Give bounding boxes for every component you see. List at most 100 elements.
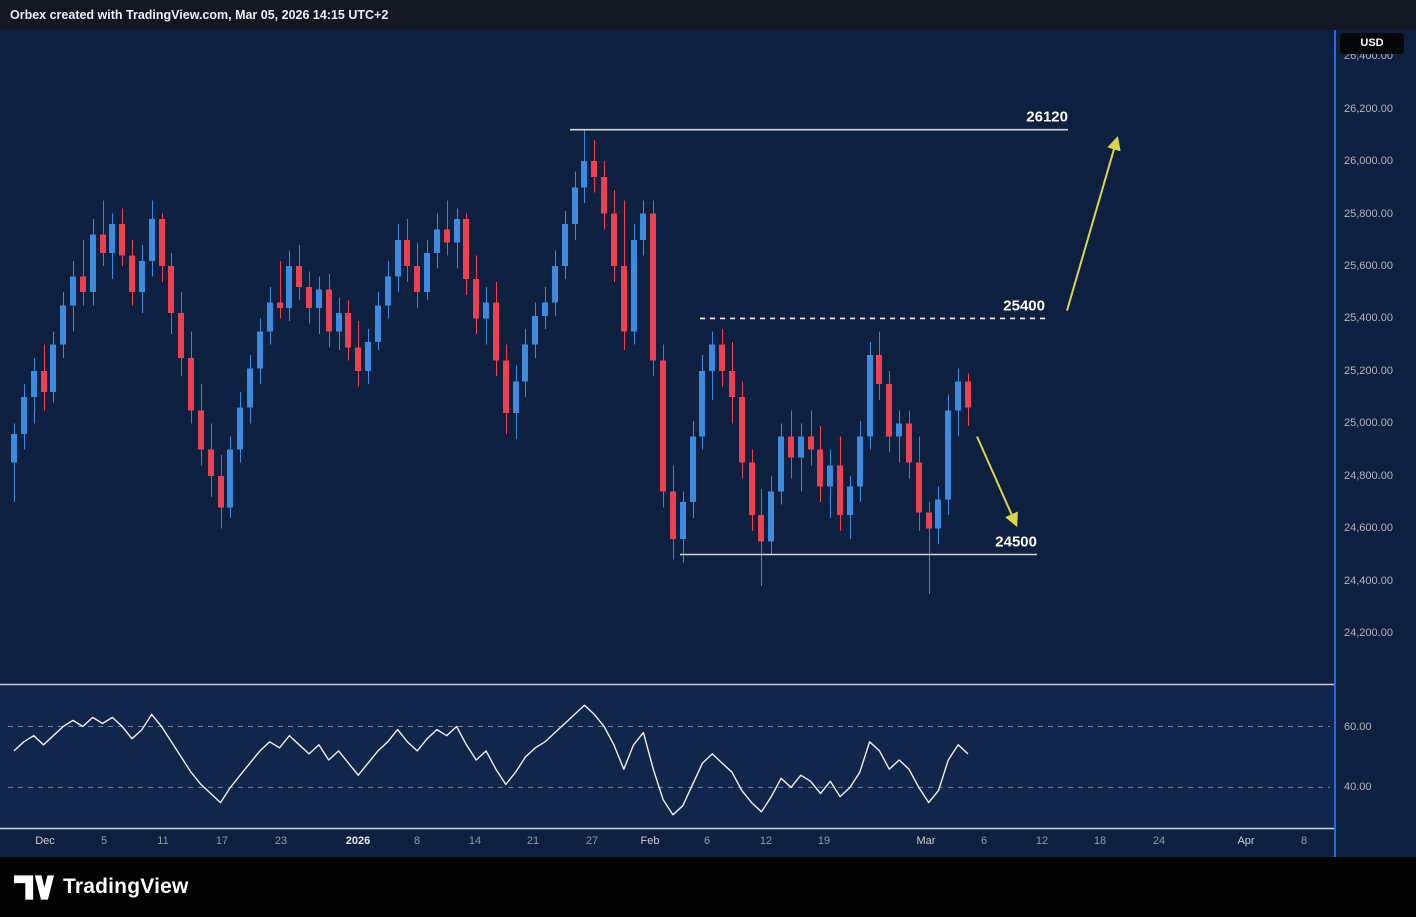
candle	[21, 384, 27, 450]
candle	[168, 252, 174, 335]
footer-bar: TradingView	[0, 857, 1416, 917]
candle	[188, 331, 194, 424]
candle	[198, 384, 204, 466]
time-axis-label: Feb	[640, 835, 660, 847]
level-label: 26120	[1026, 109, 1068, 126]
time-axis-label: 21	[526, 835, 540, 847]
candle	[296, 245, 302, 301]
time-axis-label: 8	[1300, 835, 1308, 847]
candle	[404, 218, 410, 282]
candle	[906, 410, 912, 479]
price-axis[interactable]: USD 26,400.00 26,200.00 26,000.00 25,800.00…	[1336, 0, 1416, 857]
candle	[729, 342, 735, 424]
time-axis-label: 6	[703, 835, 711, 847]
level-26120: 26120	[570, 109, 1068, 131]
price-tick-label: 24,600.00	[1344, 522, 1393, 535]
candle	[798, 423, 804, 492]
time-axis-label: 2026	[345, 835, 371, 847]
candle	[719, 328, 725, 387]
candle	[385, 260, 391, 319]
candle	[778, 423, 784, 505]
price-tick-label: 25,200.00	[1344, 364, 1393, 377]
candle	[621, 200, 627, 350]
candle	[267, 287, 273, 345]
candle	[119, 208, 125, 267]
candle	[739, 381, 745, 479]
candle	[139, 245, 145, 314]
candle	[227, 436, 233, 518]
time-axis-label: 6	[980, 835, 988, 847]
candle	[129, 239, 135, 306]
candle	[365, 328, 371, 385]
candle	[493, 281, 499, 377]
candle	[100, 200, 106, 267]
candle	[424, 239, 430, 301]
candle	[808, 410, 814, 466]
time-axis-label: 17	[215, 835, 229, 847]
candle	[70, 260, 76, 332]
candle	[690, 420, 696, 518]
candle	[316, 276, 322, 335]
candle	[817, 425, 823, 503]
candle	[178, 292, 184, 377]
chart-svg: 26120 25400 24500	[0, 109, 1334, 831]
rsi-pane	[0, 686, 1334, 831]
candle	[788, 410, 794, 479]
time-axis-label: 5	[100, 835, 108, 847]
time-axis-label: 24	[1152, 835, 1166, 847]
candle	[945, 394, 951, 516]
candle	[542, 287, 548, 329]
candle	[355, 321, 361, 387]
attribution-text: Orbex created with TradingView.com, Mar …	[10, 8, 389, 22]
time-axis[interactable]: Dec 5 11 17 23 2026 8 14 21 27 Feb 6 12 19 Mar 6 12 18 24 A…	[0, 828, 1334, 857]
level-label: 25400	[1003, 297, 1045, 314]
candle	[926, 502, 932, 594]
price-tick-label: 60.00	[1344, 720, 1372, 733]
candle	[916, 436, 922, 531]
currency-badge: USD	[1340, 33, 1404, 54]
time-axis-label: Apr	[1237, 835, 1255, 847]
candle	[336, 297, 342, 350]
price-tick-label: 25,000.00	[1344, 417, 1393, 430]
candle	[581, 129, 587, 204]
candle	[965, 373, 971, 426]
candle	[827, 449, 833, 518]
candle	[591, 140, 597, 193]
time-axis-label: 23	[274, 835, 288, 847]
candle	[50, 331, 56, 403]
tradingview-brand-text[interactable]: TradingView	[63, 875, 189, 898]
trend-arrow-up	[1066, 135, 1121, 311]
candle	[955, 368, 961, 437]
candle	[90, 218, 96, 306]
candle	[847, 475, 853, 539]
candle	[149, 200, 155, 277]
attribution-header: Orbex created with TradingView.com, Mar …	[0, 0, 1416, 30]
candle	[247, 355, 253, 424]
candle	[31, 357, 37, 424]
tradingview-logo-icon[interactable]	[14, 874, 54, 900]
chart-pane[interactable]: 26120 25400 24500	[0, 0, 1334, 857]
candle	[109, 213, 115, 280]
candle	[876, 331, 882, 400]
candle	[837, 436, 843, 531]
candle	[699, 355, 705, 450]
price-axis-border	[1334, 30, 1336, 857]
candle	[463, 213, 469, 295]
time-axis-label: Dec	[35, 835, 55, 847]
candle	[935, 486, 941, 545]
candle	[414, 242, 420, 308]
price-tick-label: 25,400.00	[1344, 312, 1393, 325]
price-tick-label: 25,800.00	[1344, 207, 1393, 220]
candle	[631, 224, 637, 345]
price-tick-label: 24,400.00	[1344, 574, 1393, 587]
candle	[395, 224, 401, 293]
candle	[454, 208, 460, 269]
candle	[80, 239, 86, 306]
candle	[159, 213, 165, 282]
candle	[60, 292, 66, 358]
candle	[768, 475, 774, 555]
candle	[218, 454, 224, 529]
price-tick-label: 26,000.00	[1344, 155, 1393, 168]
candle	[326, 273, 332, 348]
